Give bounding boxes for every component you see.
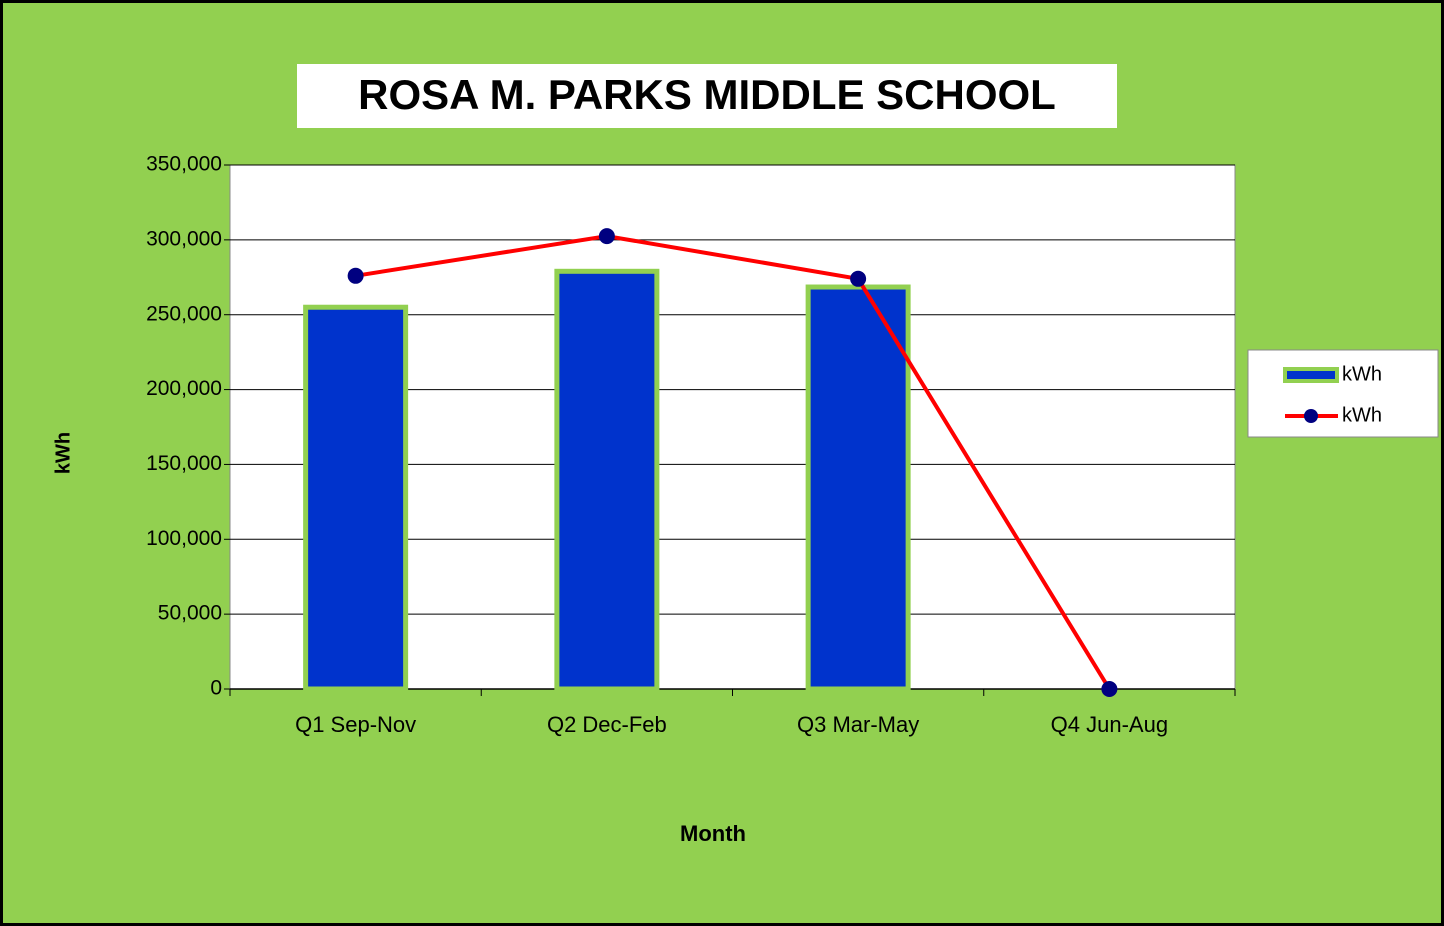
- y-tick-label: 50,000: [158, 602, 222, 625]
- y-tick-label: 300,000: [146, 227, 222, 250]
- x-axis-label: Month: [680, 821, 746, 846]
- y-tick-label: 200,000: [146, 377, 222, 400]
- x-tick-label: Q3 Mar-May: [797, 712, 919, 737]
- legend-label: kWh: [1342, 363, 1382, 385]
- y-tick-label: 150,000: [146, 452, 222, 475]
- bar: [303, 304, 409, 692]
- line-marker: [1101, 681, 1118, 697]
- legend-box: [1247, 349, 1439, 438]
- x-tick-label: Q1 Sep-Nov: [295, 712, 416, 737]
- bar: [805, 284, 911, 692]
- line-marker: [850, 270, 867, 287]
- y-tick-label: 250,000: [146, 302, 222, 325]
- legend-marker: [1304, 409, 1318, 423]
- bar: [554, 268, 660, 692]
- x-tick-label: Q4 Jun-Aug: [1051, 712, 1168, 737]
- line: [355, 234, 1112, 691]
- line-marker: [598, 228, 615, 245]
- title-box: [297, 64, 1117, 128]
- y-tick-label: 0: [210, 677, 222, 700]
- y-axis-label: kWh: [52, 432, 74, 474]
- line-marker: [347, 267, 364, 284]
- legend-swatch: [1283, 367, 1339, 383]
- x-tick-label: Q2 Dec-Feb: [547, 712, 667, 737]
- legend-label: kWh: [1342, 404, 1382, 426]
- y-tick-label: 350,000: [146, 153, 222, 176]
- chart-title: ROSA M. PARKS MIDDLE SCHOOL: [358, 71, 1056, 118]
- y-tick-label: 100,000: [146, 527, 222, 550]
